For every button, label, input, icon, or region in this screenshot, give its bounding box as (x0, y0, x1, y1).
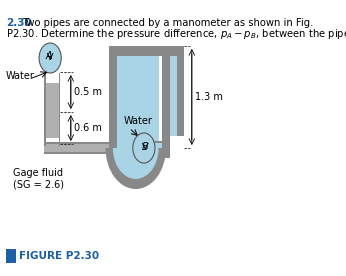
Bar (170, 56, 177, 136)
Bar (177, 56, 184, 136)
Text: Water: Water (6, 71, 35, 81)
Text: A: A (45, 51, 52, 61)
Text: Two pipes are connected by a manometer as shown in Fig.: Two pipes are connected by a manometer a… (22, 18, 313, 28)
Text: 1.3 m: 1.3 m (195, 92, 222, 102)
Text: FIGURE P2.30: FIGURE P2.30 (19, 251, 99, 261)
Text: 2.30: 2.30 (6, 18, 31, 28)
Bar (46, 83, 59, 138)
Bar (144, 153, 170, 155)
Bar (59, 73, 61, 146)
Bar (162, 56, 170, 136)
Text: Water: Water (124, 116, 153, 126)
Bar (109, 46, 170, 56)
Text: Gage fluid
(SG = 2.6): Gage fluid (SG = 2.6) (13, 168, 64, 190)
Bar (44, 142, 114, 144)
Circle shape (39, 43, 61, 73)
Bar (144, 143, 168, 153)
Text: P2.30. Determine the pressure difference, $p_A - p_B$, between the pipes.: P2.30. Determine the pressure difference… (6, 27, 346, 41)
Bar (162, 56, 170, 158)
Bar (44, 144, 114, 154)
Wedge shape (106, 148, 166, 189)
Bar (6, 249, 16, 263)
Circle shape (133, 133, 155, 163)
Bar (44, 152, 114, 154)
Text: 0.5 m: 0.5 m (74, 87, 102, 97)
Text: 0.6 m: 0.6 m (74, 123, 102, 133)
Bar (44, 73, 46, 146)
Bar (113, 56, 158, 148)
Bar (144, 141, 170, 143)
Text: B: B (142, 142, 149, 152)
Bar (109, 56, 117, 158)
Wedge shape (113, 148, 158, 179)
Bar (162, 46, 184, 56)
